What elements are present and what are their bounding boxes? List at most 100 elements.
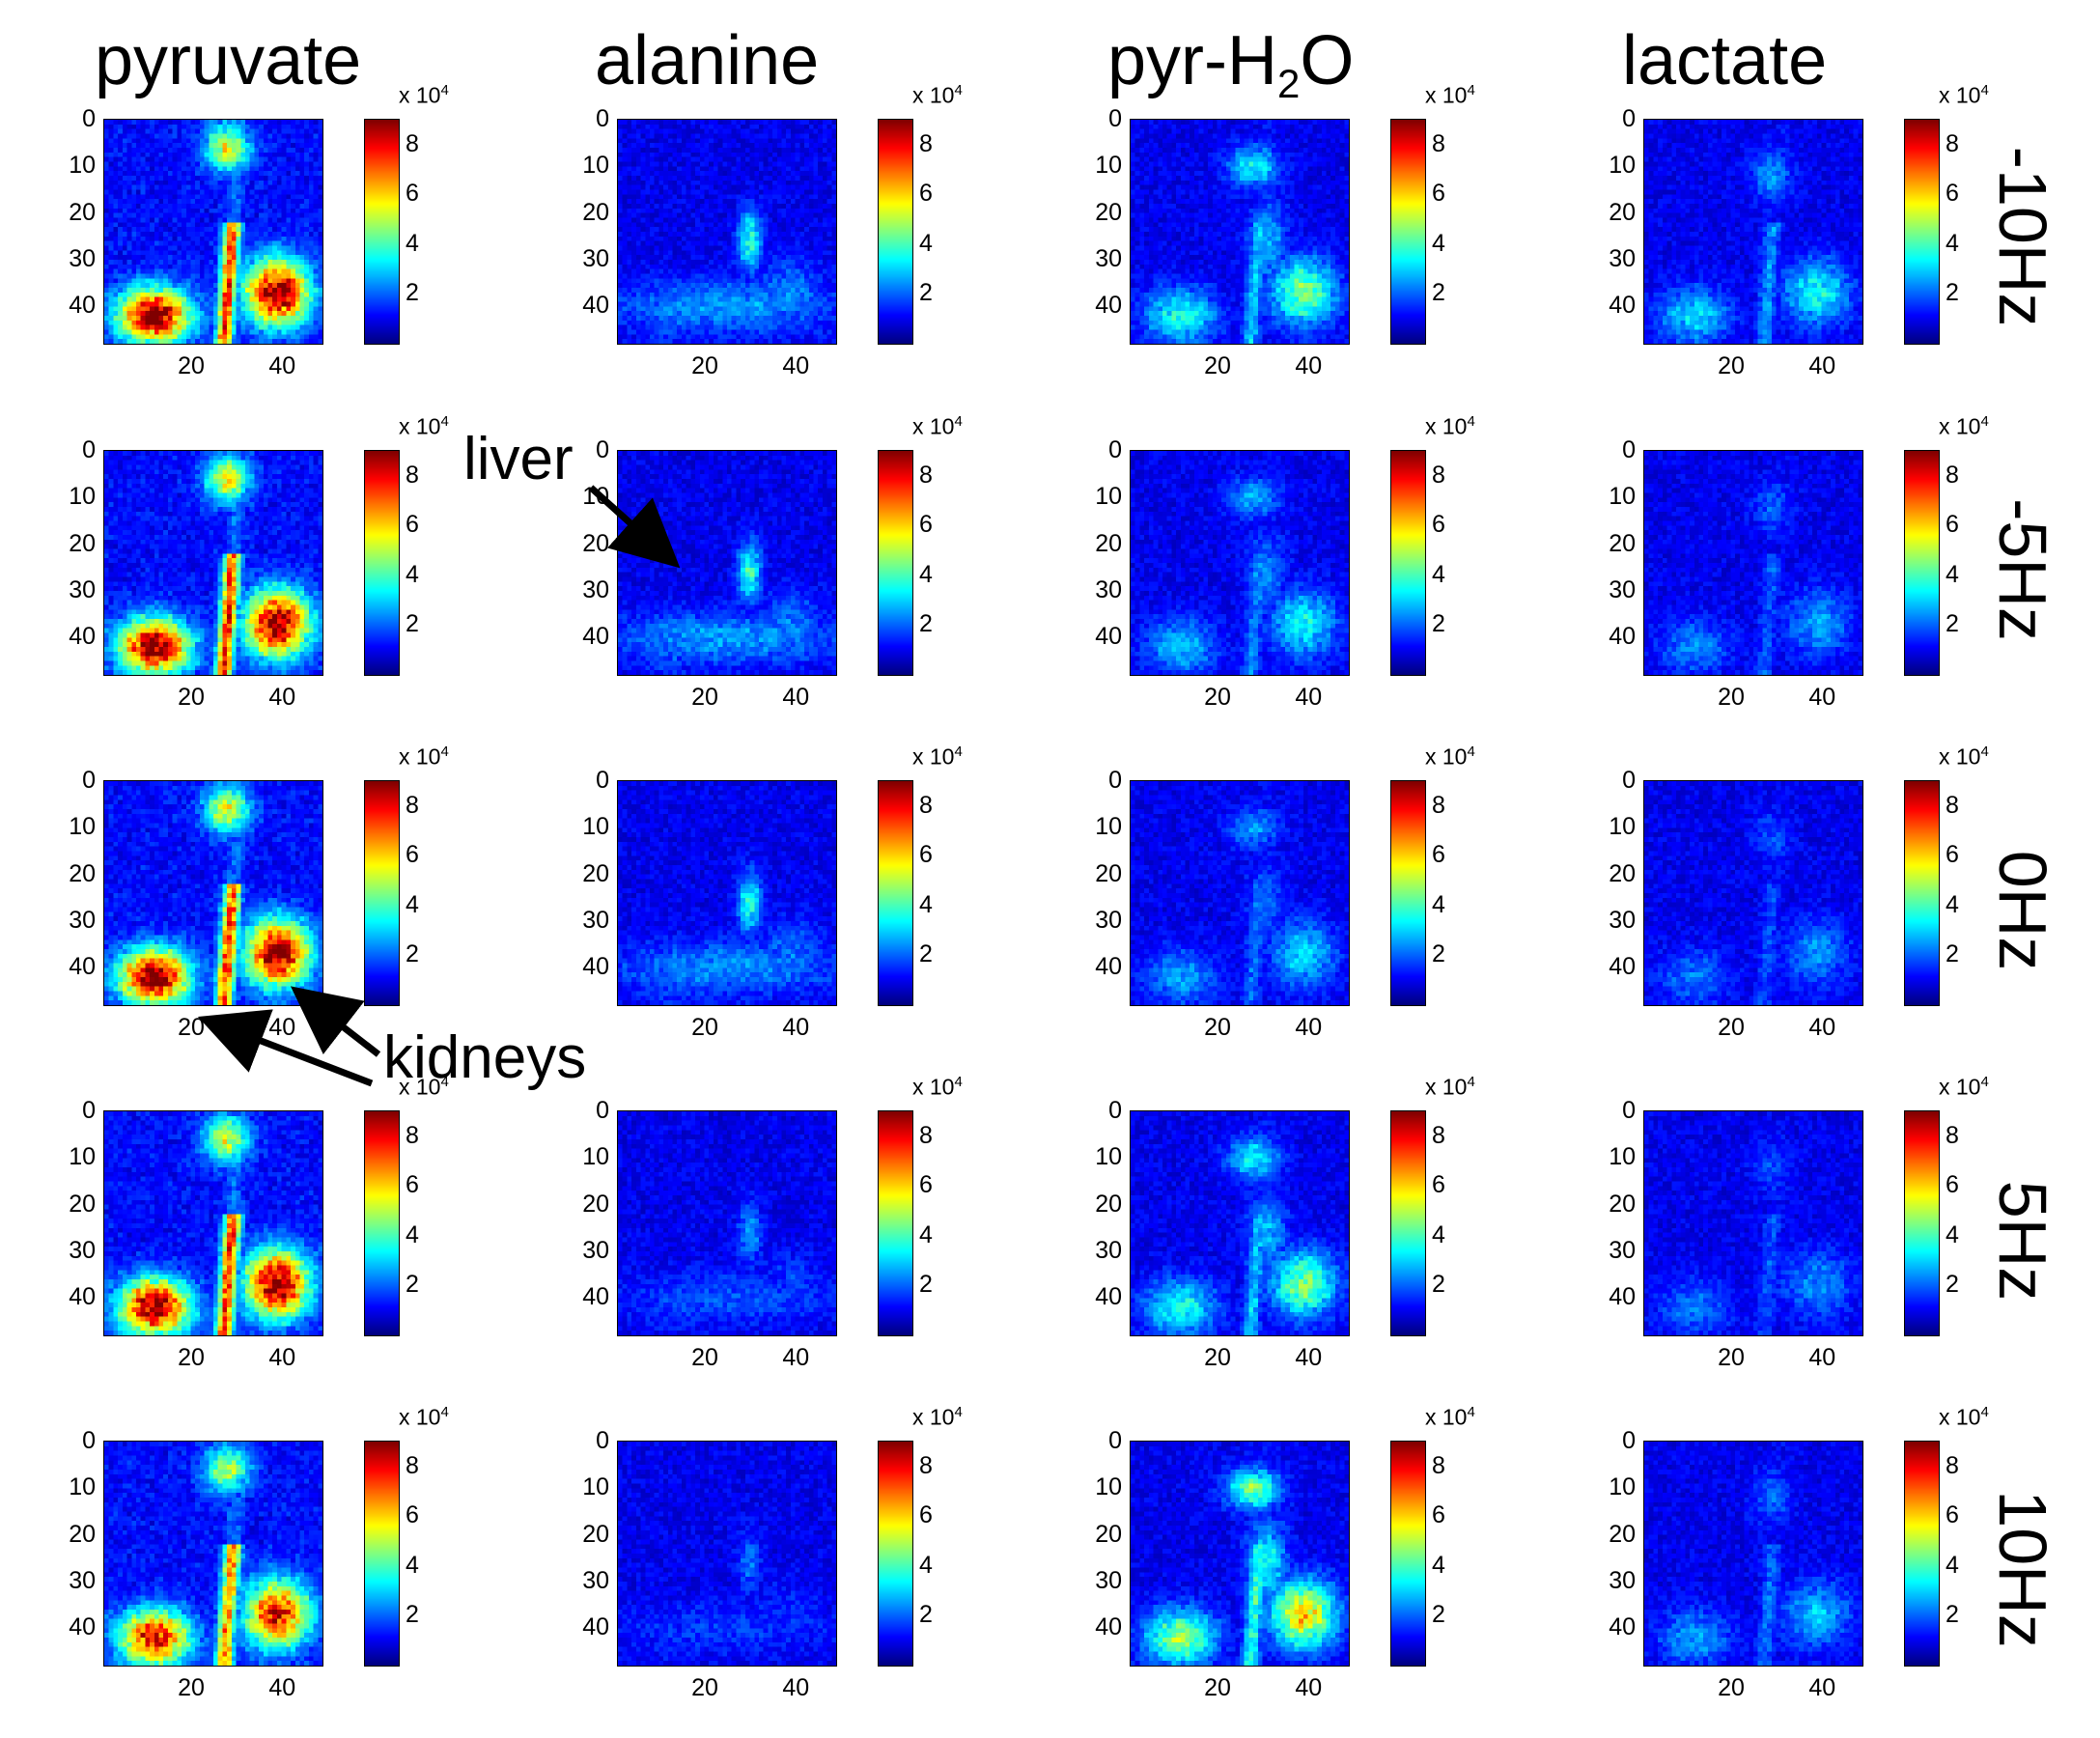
- colorbar: [1390, 1110, 1426, 1336]
- colorbar-multiplier-exponent: 4: [954, 82, 963, 98]
- heatmap-image: [617, 1110, 837, 1336]
- y-tick-label: 30: [1095, 907, 1122, 934]
- colorbar-tick-label: 6: [1432, 180, 1445, 208]
- y-tick-label: 0: [82, 105, 96, 132]
- y-tick-label: 10: [1609, 483, 1636, 511]
- y-tick-label: 40: [1095, 623, 1122, 651]
- colorbar-tick-label: 6: [1432, 1171, 1445, 1199]
- colorbar-tick-label: 6: [1946, 1171, 1959, 1199]
- colorbar: [1904, 1110, 1940, 1336]
- x-tick-label: 20: [691, 1014, 718, 1041]
- colorbar-multiplier-base: x 10: [1939, 82, 1981, 108]
- colorbar-multiplier: x 104: [399, 1074, 449, 1101]
- heatmap-image: [103, 1110, 323, 1336]
- y-tick-label: 10: [1609, 1473, 1636, 1501]
- colorbar-tick-label: 4: [1946, 560, 1959, 588]
- y-tick-label: 0: [82, 1097, 96, 1124]
- colorbar-multiplier-base: x 10: [1939, 413, 1981, 439]
- colorbar: [878, 780, 913, 1006]
- y-tick-label: 20: [1095, 859, 1122, 887]
- y-tick-label: 40: [1095, 953, 1122, 981]
- y-tick-label: 0: [1622, 105, 1636, 132]
- y-tick-label: 30: [582, 907, 609, 934]
- colorbar-tick-label: 4: [1432, 229, 1445, 257]
- column-title-tail: O: [1300, 22, 1355, 99]
- colorbar-tick-label: 4: [919, 1551, 933, 1579]
- y-tick-label: 10: [582, 1143, 609, 1171]
- colorbar: [1390, 780, 1426, 1006]
- colorbar-tick-label: 8: [406, 1451, 419, 1479]
- column-title-subscript: 2: [1277, 61, 1301, 106]
- y-tick-label: 30: [69, 1567, 96, 1594]
- colorbar-tick-label: 6: [919, 841, 933, 869]
- y-tick-label: 20: [1095, 198, 1122, 226]
- x-tick-label: 20: [1718, 1014, 1745, 1041]
- colorbar: [1390, 450, 1426, 676]
- x-tick-label: 20: [1204, 1014, 1231, 1041]
- colorbar-tick-label: 2: [1946, 279, 1959, 307]
- y-tick-label: 10: [1095, 813, 1122, 841]
- x-tick-label: 40: [782, 684, 810, 711]
- y-tick-label: 40: [1609, 292, 1636, 320]
- colorbar-tick-label: 2: [919, 1601, 933, 1629]
- heatmap-image: [1130, 1441, 1350, 1667]
- y-tick-label: 10: [1095, 1473, 1122, 1501]
- colorbar-tick-label: 6: [919, 1171, 933, 1199]
- colorbar-multiplier-base: x 10: [1425, 413, 1468, 439]
- colorbar-multiplier: x 104: [1939, 82, 1989, 109]
- colorbar-multiplier-base: x 10: [399, 413, 441, 439]
- y-tick-label: 0: [596, 1097, 609, 1124]
- colorbar-multiplier-exponent: 4: [1980, 1404, 1989, 1420]
- y-tick-label: 10: [1609, 152, 1636, 180]
- y-tick-label: 0: [596, 767, 609, 794]
- x-tick-label: 40: [268, 684, 296, 711]
- colorbar-tick-label: 8: [1946, 791, 1959, 819]
- colorbar: [364, 780, 400, 1006]
- x-tick-label: 40: [268, 1014, 296, 1041]
- x-tick-label: 40: [782, 1674, 810, 1701]
- y-tick-label: 40: [582, 623, 609, 651]
- colorbar-multiplier-base: x 10: [912, 1404, 955, 1430]
- column-title-3: lactate: [1622, 21, 1827, 100]
- y-tick-label: 40: [1609, 1613, 1636, 1641]
- y-tick-label: 40: [69, 1613, 96, 1641]
- y-tick-label: 30: [1095, 576, 1122, 603]
- colorbar-tick-label: 8: [919, 1451, 933, 1479]
- colorbar-tick-label: 2: [1946, 610, 1959, 638]
- y-tick-label: 40: [1095, 1613, 1122, 1641]
- y-tick-label: 10: [1095, 483, 1122, 511]
- colorbar-multiplier-base: x 10: [1425, 82, 1468, 108]
- colorbar-multiplier-base: x 10: [1939, 1404, 1981, 1430]
- x-tick-label: 40: [1295, 684, 1323, 711]
- heatmap-image: [1130, 450, 1350, 676]
- colorbar-multiplier-exponent: 4: [1467, 82, 1475, 98]
- x-tick-label: 40: [268, 1344, 296, 1371]
- colorbar-tick-label: 6: [1946, 180, 1959, 208]
- colorbar-tick-label: 6: [1946, 841, 1959, 869]
- colorbar-tick-label: 2: [919, 279, 933, 307]
- y-tick-label: 0: [596, 436, 609, 463]
- y-tick-label: 20: [1609, 1520, 1636, 1548]
- x-tick-label: 40: [268, 352, 296, 379]
- y-tick-label: 0: [596, 1427, 609, 1454]
- colorbar-tick-label: 4: [406, 1551, 419, 1579]
- x-tick-label: 40: [1295, 1674, 1323, 1701]
- y-tick-label: 30: [1095, 245, 1122, 272]
- heatmap-image: [1643, 1441, 1863, 1667]
- x-tick-label: 20: [1204, 1344, 1231, 1371]
- x-tick-label: 40: [1295, 352, 1323, 379]
- colorbar: [364, 1441, 400, 1667]
- x-tick-label: 40: [1808, 1674, 1836, 1701]
- colorbar: [364, 119, 400, 345]
- y-tick-label: 0: [1622, 767, 1636, 794]
- colorbar-tick-label: 2: [1432, 940, 1445, 968]
- row-label-1: -5Hz: [1985, 498, 2060, 641]
- colorbar-tick-label: 6: [1432, 1501, 1445, 1529]
- colorbar-multiplier-base: x 10: [912, 413, 955, 439]
- y-tick-label: 10: [1095, 1143, 1122, 1171]
- y-tick-label: 30: [69, 245, 96, 272]
- colorbar-tick-label: 6: [1946, 1501, 1959, 1529]
- colorbar-tick-label: 4: [406, 229, 419, 257]
- colorbar-multiplier-exponent: 4: [1467, 413, 1475, 430]
- colorbar-multiplier-exponent: 4: [440, 743, 449, 760]
